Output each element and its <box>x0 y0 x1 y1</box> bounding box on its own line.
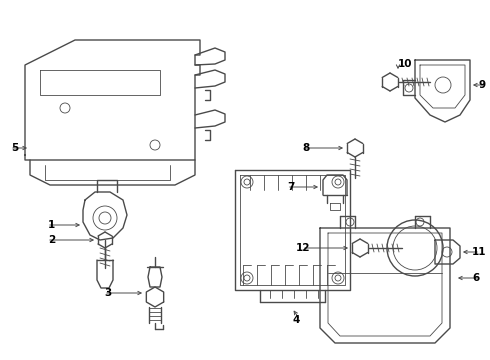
Text: 7: 7 <box>288 182 295 192</box>
Text: 10: 10 <box>398 59 413 69</box>
Text: 8: 8 <box>303 143 310 153</box>
Text: 12: 12 <box>295 243 310 253</box>
Text: 11: 11 <box>472 247 487 257</box>
Text: 5: 5 <box>11 143 18 153</box>
Text: 4: 4 <box>292 315 299 325</box>
Text: 3: 3 <box>105 288 112 298</box>
Text: 1: 1 <box>48 220 55 230</box>
Text: 9: 9 <box>478 80 485 90</box>
Text: 6: 6 <box>472 273 479 283</box>
Text: 2: 2 <box>48 235 55 245</box>
